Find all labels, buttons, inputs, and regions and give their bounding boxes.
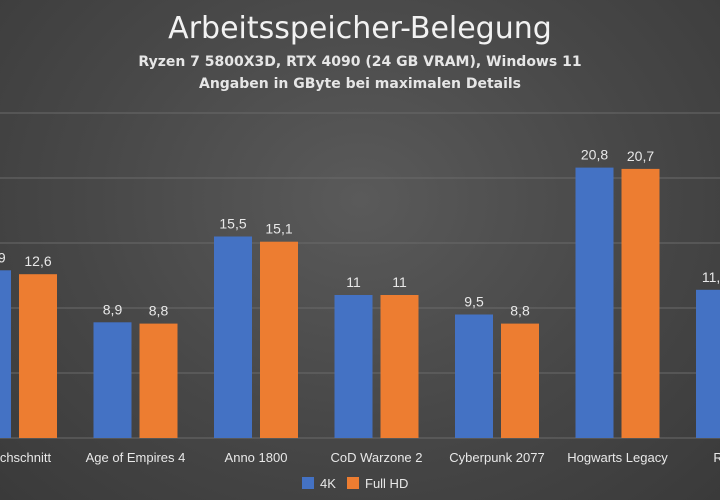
data-label-full-hd: 20,7: [627, 148, 654, 164]
data-label-full-hd: 11: [392, 274, 407, 290]
chart-subtitle-line-2: Angaben in GByte bei maximalen Details: [199, 76, 521, 92]
bar-4k: [455, 314, 493, 438]
data-labels: 12,9 12,6 8,9 8,8 15,5 15,1 11 11 9,5 8,8 20,8 20,7…: [0, 147, 720, 319]
data-label-4k: 11: [346, 274, 361, 290]
legend: 4K Full HD: [302, 476, 408, 491]
bar-4k: [575, 167, 614, 438]
bars: [0, 167, 720, 438]
data-label-4k: 9,5: [464, 294, 484, 310]
data-label-full-hd: 12,6: [24, 253, 51, 269]
x-axis-tick-labels: Durchschnitt Age of Empires 4 Anno 1800 CoD…: [0, 450, 720, 465]
data-label-4k: 15,5: [219, 216, 246, 232]
chart-title: Arbeitsspeicher-Belegung: [168, 11, 552, 46]
data-label-4k: 8,9: [103, 301, 123, 317]
data-label-4k: 20,8: [581, 147, 608, 163]
bar-full-hd: [19, 274, 57, 438]
x-tick-label: CoD Warzone 2: [331, 450, 423, 465]
x-tick-label: Age of Empires 4: [86, 450, 186, 465]
data-label-4k: 12,9: [0, 249, 6, 265]
bar-full-hd: [501, 323, 539, 438]
data-label-full-hd: 8,8: [510, 303, 530, 319]
legend-swatch-4k: [302, 477, 314, 489]
x-tick-label: Anno 1800: [225, 450, 288, 465]
data-label-full-hd: 8,8: [149, 303, 169, 319]
bar-full-hd: [139, 323, 178, 438]
bar-4k: [214, 236, 252, 438]
bar-4k: [334, 295, 373, 438]
chart-subtitle-line-1: Ryzen 7 5800X3D, RTX 4090 (24 GB VRAM), …: [138, 54, 581, 70]
bar-4k: [93, 322, 132, 438]
legend-label-4k: 4K: [320, 476, 336, 491]
data-label-4k: 11,4: [702, 269, 720, 285]
x-tick-label: Returnal: [713, 450, 720, 465]
bar-4k: [696, 289, 720, 438]
x-tick-label: Cyberpunk 2077: [449, 450, 544, 465]
bar-full-hd: [621, 168, 660, 438]
data-label-full-hd: 15,1: [265, 221, 292, 237]
legend-label-full-hd: Full HD: [365, 476, 408, 491]
legend-swatch-full-hd: [347, 477, 359, 489]
x-tick-label: Durchschnitt: [0, 450, 52, 465]
x-tick-label: Hogwarts Legacy: [567, 450, 668, 465]
bar-full-hd: [260, 241, 298, 438]
bar-full-hd: [380, 295, 419, 438]
bar-4k: [0, 270, 11, 438]
